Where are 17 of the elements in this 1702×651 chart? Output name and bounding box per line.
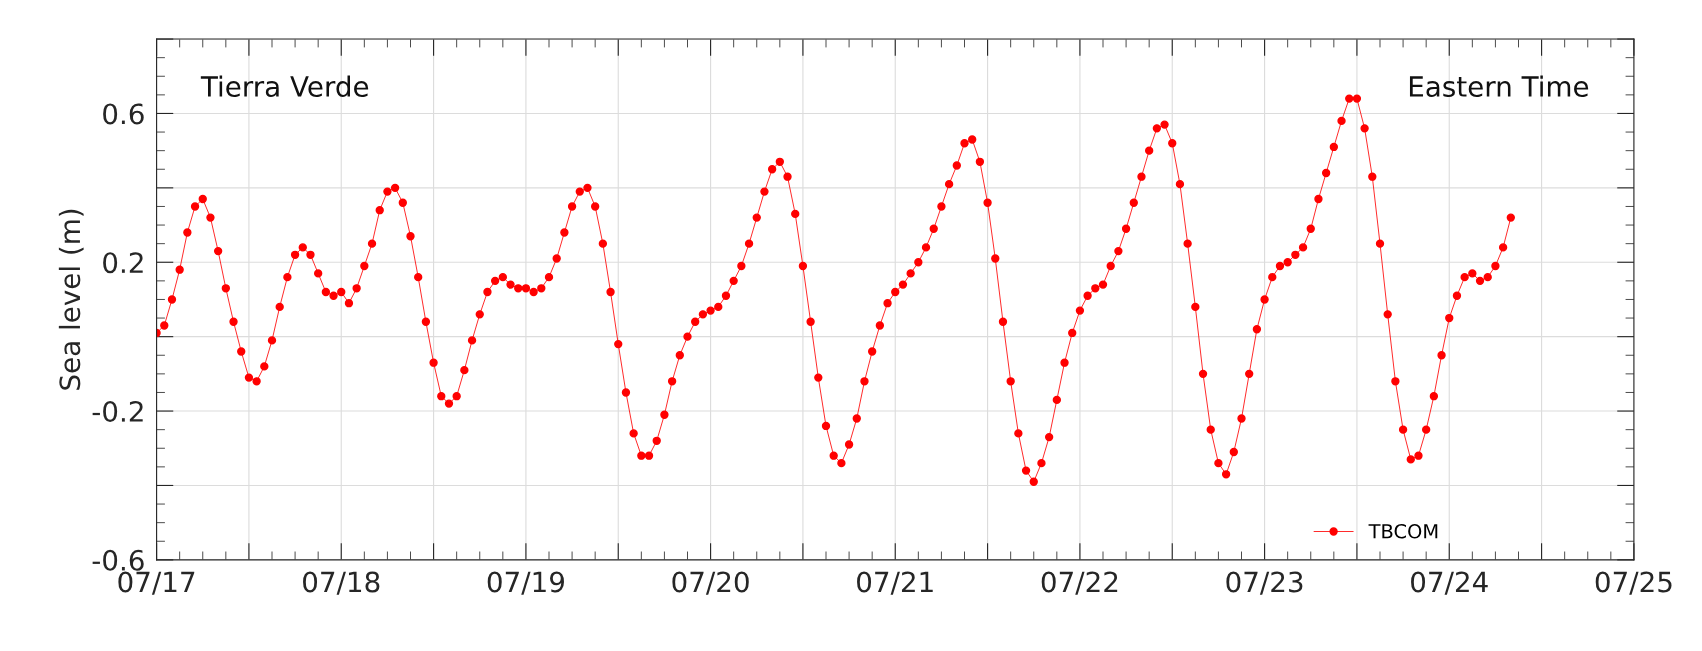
x-tick-label: 07/24: [1411, 571, 1488, 595]
annotation: Eastern Time: [1409, 75, 1589, 98]
y-tick-label: -0.2: [92, 401, 143, 423]
y-tick-label: -0.6: [92, 549, 144, 571]
legend-label: TBCOM: [1368, 523, 1438, 539]
x-tick-label: 07/17: [118, 571, 195, 595]
y-axis-title: Sea level (m): [58, 209, 84, 390]
x-tick-label: 07/21: [857, 571, 933, 595]
x-tick-label: 07/20: [672, 571, 749, 595]
annotation: Tierra Verde: [200, 75, 369, 98]
x-tick-label: 07/25: [1595, 571, 1672, 595]
x-tick-label: 07/22: [1041, 571, 1118, 595]
x-tick-label: 07/18: [303, 571, 380, 595]
y-tick-label: 0.6: [103, 103, 144, 125]
x-tick-label: 07/23: [1226, 571, 1303, 595]
y-tick-label: 0.2: [103, 252, 143, 274]
x-tick-label: 07/19: [487, 571, 564, 595]
